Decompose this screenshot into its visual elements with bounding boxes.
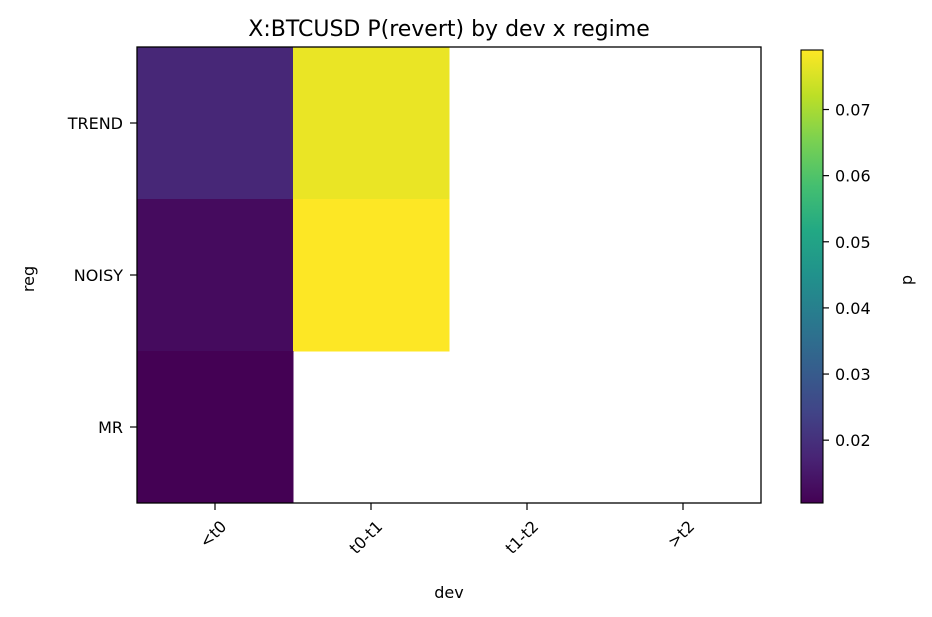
colorbar-tick-label: 0.04	[835, 299, 871, 318]
colorbar-tick-label: 0.06	[835, 167, 871, 186]
colorbar-label: p	[897, 275, 916, 285]
colorbar-ticks: 0.02 0.03 0.04 0.05 0.06 0.07	[823, 101, 871, 450]
y-tick-label: TREND	[67, 114, 123, 133]
y-tick-label: NOISY	[74, 266, 123, 285]
heatmap-cell	[293, 47, 450, 200]
colorbar	[800, 49, 824, 504]
colorbar-tick-label: 0.02	[835, 431, 871, 450]
colorbar-tick-label: 0.05	[835, 233, 871, 252]
y-tick-label: MR	[98, 418, 123, 437]
x-axis-ticks: <t0 t0-t1 t1-t2 >t2	[196, 503, 699, 558]
heatmap-cell	[137, 351, 294, 504]
y-axis-label: reg	[19, 266, 38, 292]
heatmap-cells	[137, 47, 450, 504]
heatmap-cell	[137, 199, 294, 352]
x-tick-label: >t2	[664, 517, 699, 552]
x-tick-label: t1-t2	[502, 517, 543, 558]
colorbar-tick-label: 0.07	[835, 101, 871, 120]
x-axis-label: dev	[434, 583, 463, 602]
y-axis-ticks: TREND NOISY MR	[67, 114, 137, 437]
x-tick-label: t0-t1	[346, 517, 387, 558]
heatmap-cell	[137, 47, 294, 200]
heatmap-cell	[293, 199, 450, 352]
x-tick-label: <t0	[196, 517, 231, 552]
chart-title: X:BTCUSD P(revert) by dev x regime	[248, 17, 649, 42]
colorbar-tick-label: 0.03	[835, 365, 871, 384]
